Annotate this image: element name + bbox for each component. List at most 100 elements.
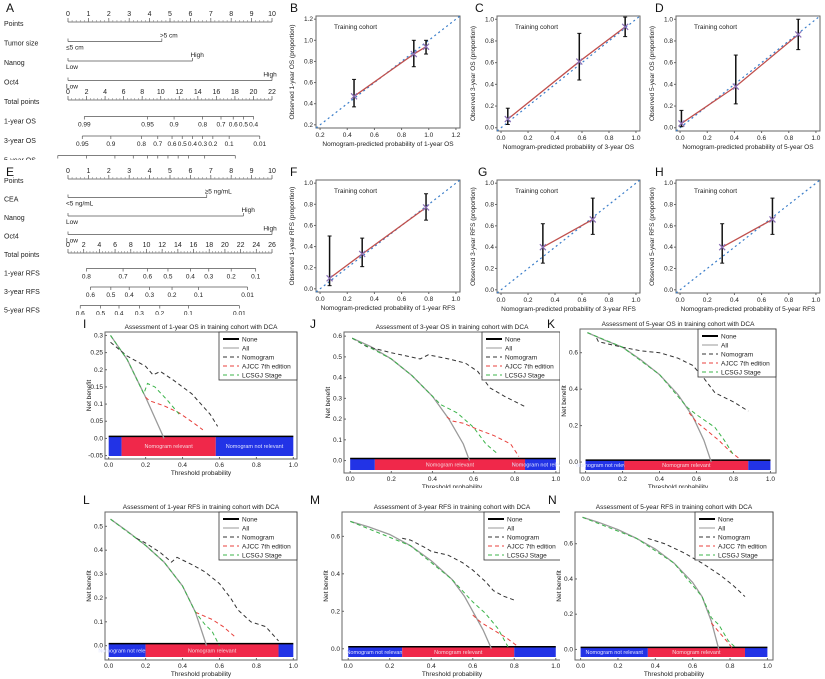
nomogram-row: 5-year OS0.950.90.80.70.60.50.40.30.20.1… bbox=[4, 155, 236, 161]
x-tick-label: 0.4 bbox=[655, 476, 664, 483]
y-axis-label: Observed 5-year RFS (proportion) bbox=[649, 187, 656, 286]
tick-label: 8 bbox=[229, 168, 233, 175]
series-nomogram bbox=[136, 537, 279, 642]
x-tick-label: 1.0 bbox=[424, 132, 433, 139]
calibration-plot-G: 0.0 0.2 0.4 0.6 0.8 1.0 0.0 0.2 0.4 0.6 0.8 1.0 Nomo… bbox=[470, 179, 641, 313]
reference-line bbox=[315, 179, 461, 293]
y-tick-label: 1.0 bbox=[664, 16, 673, 23]
tick-label: 0.3 bbox=[204, 274, 213, 281]
row-label: 3-year OS bbox=[4, 138, 36, 145]
x-tick-label: 0.4 bbox=[428, 476, 437, 483]
calibration-point bbox=[422, 193, 430, 221]
band-not-relevant bbox=[350, 458, 375, 470]
y-tick-label: 0.2 bbox=[569, 423, 578, 430]
y-tick-label: 0.6 bbox=[664, 223, 673, 230]
nomogram-row: Nanog Low High bbox=[4, 52, 204, 71]
y-tick-label: 0.1 bbox=[333, 437, 342, 444]
x-tick-label: 0.2 bbox=[343, 296, 352, 303]
x-tick-label: 0.4 bbox=[730, 297, 739, 304]
x-axis-label: Nomogram-predicted probability of 1-year… bbox=[321, 305, 456, 312]
y-tick-label: 0.2 bbox=[94, 595, 103, 602]
tick-label: 14 bbox=[174, 242, 182, 249]
panel-label-A: A bbox=[6, 1, 15, 15]
panel-label-D: D bbox=[655, 1, 664, 15]
band-not-relevant bbox=[108, 643, 146, 657]
legend-item: LCSGJ Stage bbox=[242, 553, 282, 560]
tick-label: 24 bbox=[252, 242, 260, 249]
annotation-text: Training cohort bbox=[334, 24, 377, 31]
x-tick-label: 0.2 bbox=[524, 135, 533, 142]
calibration-point bbox=[718, 223, 726, 264]
band-relevant bbox=[402, 646, 515, 657]
y-tick-label: 0.5 bbox=[94, 523, 103, 530]
y-tick-label: 0.8 bbox=[304, 201, 313, 208]
x-tick-label: 0.0 bbox=[497, 135, 506, 142]
calibration-plot-H: 0.0 0.2 0.4 0.6 0.8 1.0 0.0 0.2 0.4 0.6 0.8 1.0 Nomo… bbox=[649, 179, 821, 313]
y-tick-label: 0.6 bbox=[664, 60, 673, 67]
x-tick-label: 0.8 bbox=[510, 663, 519, 670]
row-label: Points bbox=[4, 21, 24, 28]
legend: None All Nomogram AJCC 7th edition LCSGJ Sta… bbox=[218, 511, 298, 561]
tick-label: 0.8 bbox=[137, 141, 146, 148]
x-marker bbox=[794, 31, 802, 38]
x-tick-label: 0.6 bbox=[469, 476, 478, 483]
dca-plot-N: Assessment of 5-year RFS in training coh… bbox=[556, 504, 774, 678]
panel-label-K: K bbox=[547, 317, 556, 331]
band-label: Nomogram not relevant bbox=[512, 462, 560, 468]
calibration-point bbox=[504, 107, 512, 125]
tick-label: 0.95 bbox=[76, 141, 89, 148]
band-not-relevant bbox=[525, 458, 556, 470]
y-axis-label: Net benefit bbox=[323, 570, 330, 602]
x-axis-label: Nomogram-predicted probability of 5-year… bbox=[681, 306, 816, 313]
panel-label-L: L bbox=[83, 493, 90, 507]
row-label: 5-year OS bbox=[4, 158, 36, 161]
x-marker bbox=[621, 23, 629, 31]
y-tick-label: 0.0 bbox=[664, 125, 673, 132]
tick-label: 8 bbox=[140, 89, 144, 96]
panel-label-N: N bbox=[548, 493, 557, 507]
tick-label: 0.01 bbox=[253, 141, 266, 148]
tick-label: 0 bbox=[66, 89, 70, 96]
x-tick-label: 1.0 bbox=[551, 663, 560, 670]
tick-label: 0.9 bbox=[106, 141, 115, 148]
dca-plot-L: Assessment of 1-year RFS in training coh… bbox=[86, 504, 298, 678]
x-tick-label: 0.6 bbox=[757, 297, 766, 304]
tick-label: 20 bbox=[221, 242, 229, 249]
x-tick-label: 1.0 bbox=[811, 135, 820, 142]
x-tick-label: 0.2 bbox=[613, 663, 622, 670]
x-tick-label: 0.0 bbox=[104, 462, 113, 469]
y-tick-label: 0.0 bbox=[94, 435, 103, 442]
x-marker bbox=[769, 216, 776, 223]
level-low: <5 ng/mL bbox=[66, 201, 94, 208]
tick-label: 0.2 bbox=[227, 274, 236, 281]
tick-label: 0.99 bbox=[78, 122, 91, 129]
x-tick-label: 0.2 bbox=[524, 297, 533, 304]
x-marker bbox=[410, 50, 418, 58]
reference-line bbox=[675, 15, 821, 132]
band-not-relevant bbox=[108, 436, 122, 456]
nomogram-row: CEA <5 ng/mL ≥5 ng/mL bbox=[4, 189, 232, 208]
x-tick-label: 0.4 bbox=[178, 462, 187, 469]
tick-label: 6 bbox=[113, 242, 117, 249]
series-nomogram bbox=[647, 537, 746, 597]
y-tick-label: 1.0 bbox=[664, 180, 673, 187]
dca-plot-M: Assessment of 3-year RFS in training coh… bbox=[323, 504, 560, 678]
x-tick-label: 0.0 bbox=[344, 663, 353, 670]
y-tick-label: 0.2 bbox=[304, 265, 313, 272]
legend-item: All bbox=[721, 343, 729, 350]
y-tick-label: 0.4 bbox=[304, 101, 313, 108]
legend-item: LCSGJ Stage bbox=[718, 553, 758, 560]
tick-label: 10 bbox=[143, 242, 151, 249]
x-tick-label: 0.2 bbox=[316, 132, 325, 139]
y-tick-label: 0.0 bbox=[564, 646, 573, 653]
band-not-relevant bbox=[215, 436, 294, 456]
y-axis-label: Observed 1-year OS (proportion) bbox=[289, 24, 296, 119]
panel-label-E: E bbox=[6, 165, 15, 179]
y-tick-label: 1.0 bbox=[304, 180, 313, 187]
x-marker bbox=[358, 250, 366, 258]
annotation-text: Training cohort bbox=[694, 24, 737, 31]
legend-item: None bbox=[242, 337, 258, 344]
tick-label: 0.6 bbox=[86, 292, 95, 299]
x-tick-label: 0.0 bbox=[676, 135, 685, 142]
y-tick-label: 0.4 bbox=[331, 571, 340, 578]
